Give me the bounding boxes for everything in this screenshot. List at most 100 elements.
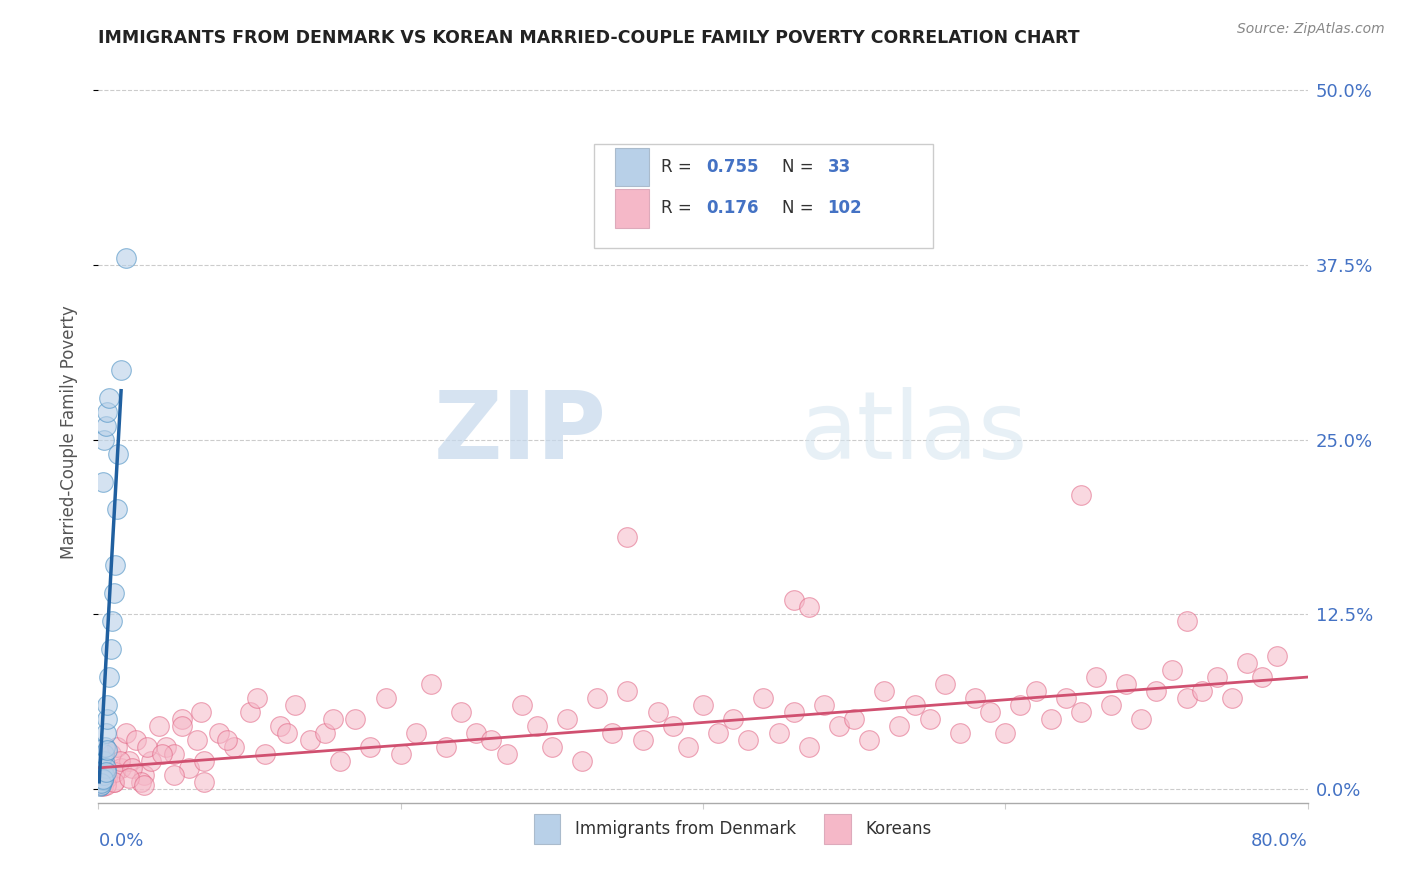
Text: R =: R = — [661, 158, 697, 176]
Point — [90, 775, 112, 789]
Point — [190, 705, 212, 719]
Point — [148, 719, 170, 733]
Point — [994, 726, 1017, 740]
Point — [586, 691, 609, 706]
Point — [103, 775, 125, 789]
Point — [276, 726, 298, 740]
Y-axis label: Married-Couple Family Poverty: Married-Couple Family Poverty — [59, 306, 77, 559]
Point — [103, 586, 125, 600]
Point — [93, 768, 115, 782]
Point — [631, 733, 654, 747]
Point — [94, 739, 117, 754]
Point — [1130, 712, 1153, 726]
Point — [150, 747, 173, 761]
Point — [94, 726, 117, 740]
Point — [114, 251, 136, 265]
Point — [828, 719, 851, 733]
Point — [108, 754, 131, 768]
Text: 102: 102 — [828, 199, 862, 218]
Point — [1175, 691, 1198, 706]
Text: 33: 33 — [828, 158, 851, 176]
Point — [1070, 488, 1092, 502]
Point — [90, 771, 112, 785]
Point — [155, 739, 177, 754]
Point — [94, 418, 117, 433]
Point — [105, 502, 128, 516]
Point — [94, 768, 117, 782]
Point — [118, 771, 141, 785]
Text: Source: ZipAtlas.com: Source: ZipAtlas.com — [1237, 22, 1385, 37]
Point — [129, 775, 152, 789]
Point — [132, 768, 155, 782]
Point — [405, 726, 427, 740]
Point — [979, 705, 1001, 719]
Point — [215, 733, 238, 747]
Point — [1054, 691, 1077, 706]
Point — [1146, 684, 1168, 698]
Text: 80.0%: 80.0% — [1251, 832, 1308, 850]
Point — [208, 726, 231, 740]
Point — [1160, 663, 1182, 677]
Point — [91, 779, 114, 793]
Point — [94, 761, 117, 775]
Point — [934, 677, 956, 691]
Text: N =: N = — [782, 158, 818, 176]
Point — [193, 775, 215, 789]
Point — [107, 446, 129, 460]
Point — [1236, 656, 1258, 670]
Point — [163, 747, 186, 761]
Point — [104, 558, 127, 573]
Point — [768, 726, 790, 740]
Point — [96, 698, 118, 712]
Point — [1070, 705, 1092, 719]
Text: IMMIGRANTS FROM DENMARK VS KOREAN MARRIED-COUPLE FAMILY POVERTY CORRELATION CHAR: IMMIGRANTS FROM DENMARK VS KOREAN MARRIE… — [98, 29, 1080, 47]
Point — [96, 742, 118, 756]
Point — [1115, 677, 1137, 691]
Bar — [534, 814, 561, 844]
Point — [360, 739, 382, 754]
Point — [104, 765, 127, 780]
Point — [797, 600, 820, 615]
Point — [141, 754, 163, 768]
Point — [1024, 684, 1046, 698]
Text: atlas: atlas — [800, 386, 1028, 479]
Point — [723, 712, 745, 726]
Text: 0.755: 0.755 — [707, 158, 759, 176]
Point — [329, 754, 352, 768]
Point — [186, 733, 208, 747]
Point — [571, 754, 593, 768]
Point — [949, 726, 972, 740]
Point — [246, 691, 269, 706]
Point — [374, 691, 396, 706]
Point — [783, 705, 806, 719]
Point — [91, 773, 114, 788]
Point — [873, 684, 896, 698]
Point — [813, 698, 835, 712]
Point — [314, 726, 336, 740]
Point — [1220, 691, 1243, 706]
Point — [647, 705, 669, 719]
Point — [904, 698, 927, 712]
Point — [844, 712, 866, 726]
Point — [98, 391, 121, 405]
Point — [1267, 649, 1289, 664]
Point — [91, 475, 114, 489]
Text: ZIP: ZIP — [433, 386, 606, 479]
Point — [253, 747, 276, 761]
Point — [1175, 614, 1198, 628]
Point — [103, 775, 125, 789]
Point — [661, 719, 683, 733]
Point — [602, 726, 624, 740]
Text: Koreans: Koreans — [865, 820, 931, 838]
Text: N =: N = — [782, 199, 818, 218]
Point — [797, 739, 820, 754]
Point — [540, 739, 562, 754]
Point — [692, 698, 714, 712]
Point — [858, 733, 880, 747]
Point — [526, 719, 548, 733]
Point — [783, 593, 806, 607]
Point — [918, 712, 941, 726]
Point — [1251, 670, 1274, 684]
Point — [510, 698, 533, 712]
Point — [616, 530, 638, 544]
